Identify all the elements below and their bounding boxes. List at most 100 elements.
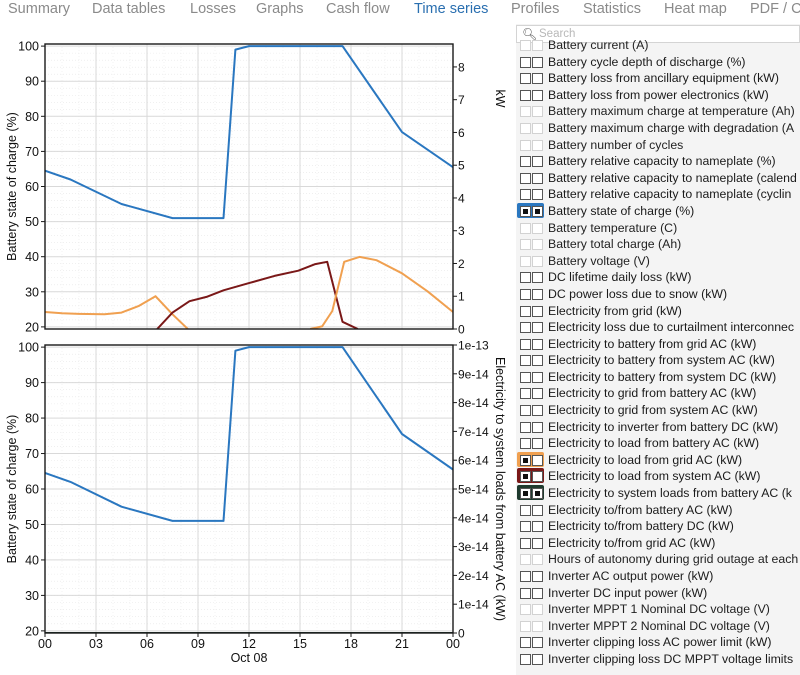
right-axis-checkbox[interactable] xyxy=(532,571,543,582)
left-axis-checkbox[interactable] xyxy=(520,504,531,516)
right-axis-checkbox[interactable] xyxy=(532,438,543,450)
variable-item[interactable]: Battery relative capacity to nameplate (… xyxy=(516,154,800,171)
right-axis-checkbox[interactable] xyxy=(532,172,543,184)
left-axis-checkbox[interactable] xyxy=(520,388,531,400)
left-axis-checkbox[interactable] xyxy=(520,405,531,417)
right-axis-checkbox[interactable] xyxy=(532,139,543,151)
right-axis-checkbox[interactable] xyxy=(532,471,543,483)
left-axis-checkbox[interactable] xyxy=(520,89,531,101)
tab-profiles[interactable]: Profiles xyxy=(511,1,560,17)
search-input[interactable] xyxy=(539,27,789,41)
variable-item[interactable]: Inverter clipping loss AC power limit (k… xyxy=(516,635,800,652)
search-box[interactable]: 🔍︎ xyxy=(516,25,800,43)
right-axis-checkbox[interactable] xyxy=(532,89,543,101)
variable-item[interactable]: Hours of autonomy during grid outage at … xyxy=(516,552,800,569)
variable-item[interactable]: Electricity to/from battery DC (kW) xyxy=(516,519,800,536)
variable-item[interactable]: Battery current (A) xyxy=(516,38,800,55)
right-axis-checkbox[interactable] xyxy=(532,371,543,383)
right-axis-checkbox[interactable] xyxy=(532,322,543,334)
left-axis-checkbox[interactable] xyxy=(520,355,531,367)
right-axis-checkbox[interactable] xyxy=(532,156,543,168)
left-axis-checkbox[interactable] xyxy=(520,521,531,533)
right-axis-checkbox[interactable] xyxy=(532,305,543,317)
tab-pdf-c[interactable]: PDF / C xyxy=(750,1,800,17)
variable-item[interactable]: Electricity to inverter from battery DC … xyxy=(516,420,800,437)
right-axis-checkbox[interactable] xyxy=(532,56,543,68)
left-axis-checkbox[interactable] xyxy=(520,488,531,500)
variable-item[interactable]: Battery number of cycles xyxy=(516,138,800,155)
tab-statistics[interactable]: Statistics xyxy=(583,1,642,17)
tab-cash-flow[interactable]: Cash flow xyxy=(326,1,390,17)
left-axis-checkbox[interactable] xyxy=(520,73,531,85)
right-axis-checkbox[interactable] xyxy=(532,189,543,201)
left-axis-checkbox[interactable] xyxy=(520,56,531,68)
left-axis-checkbox[interactable] xyxy=(520,205,531,217)
left-axis-checkbox[interactable] xyxy=(520,222,531,234)
left-axis-checkbox[interactable] xyxy=(520,537,531,549)
right-axis-checkbox[interactable] xyxy=(532,604,543,616)
left-axis-checkbox[interactable] xyxy=(520,322,531,334)
variable-item[interactable]: Battery total charge (Ah) xyxy=(516,237,800,254)
variable-item[interactable]: Inverter DC input power (kW) xyxy=(516,586,800,603)
variable-item[interactable]: Electricity to load from battery AC (kW) xyxy=(516,436,800,453)
variable-item[interactable]: Inverter clipping loss DC MPPT voltage l… xyxy=(516,652,800,669)
right-axis-checkbox[interactable] xyxy=(532,521,543,533)
right-axis-checkbox[interactable] xyxy=(532,222,543,234)
left-axis-checkbox[interactable] xyxy=(520,421,531,433)
right-axis-checkbox[interactable] xyxy=(532,537,543,549)
left-axis-checkbox[interactable] xyxy=(520,106,531,118)
right-axis-checkbox[interactable] xyxy=(532,504,543,516)
tab-heat-map[interactable]: Heat map xyxy=(664,1,727,17)
left-axis-checkbox[interactable] xyxy=(520,139,531,151)
left-axis-checkbox[interactable] xyxy=(520,156,531,168)
variable-item[interactable]: Electricity to battery from system AC (k… xyxy=(516,353,800,370)
left-axis-checkbox[interactable] xyxy=(520,40,531,51)
variable-item[interactable]: Electricity to load from system AC (kW) xyxy=(516,468,800,486)
left-axis-checkbox[interactable] xyxy=(520,554,531,566)
right-axis-checkbox[interactable] xyxy=(532,355,543,367)
right-axis-checkbox[interactable] xyxy=(532,272,543,284)
left-axis-checkbox[interactable] xyxy=(520,604,531,616)
variable-item[interactable]: Electricity to grid from system AC (kW) xyxy=(516,403,800,420)
left-axis-checkbox[interactable] xyxy=(520,587,531,599)
left-axis-checkbox[interactable] xyxy=(520,571,531,582)
right-axis-checkbox[interactable] xyxy=(532,388,543,400)
left-axis-checkbox[interactable] xyxy=(520,122,531,134)
left-axis-checkbox[interactable] xyxy=(520,438,531,450)
variable-item[interactable]: Electricity to battery from grid AC (kW) xyxy=(516,337,800,354)
variable-item[interactable]: Inverter AC output power (kW) xyxy=(516,569,800,586)
right-axis-checkbox[interactable] xyxy=(532,122,543,134)
left-axis-checkbox[interactable] xyxy=(520,653,531,665)
left-axis-checkbox[interactable] xyxy=(520,189,531,201)
variable-item[interactable]: Electricity to load from grid AC (kW) xyxy=(516,451,800,470)
tab-summary[interactable]: Summary xyxy=(8,1,71,17)
right-axis-checkbox[interactable] xyxy=(532,421,543,433)
variable-item[interactable]: Battery relative capacity to nameplate (… xyxy=(516,171,800,188)
tab-graphs[interactable]: Graphs xyxy=(256,1,304,17)
variable-item[interactable]: Battery loss from power electronics (kW) xyxy=(516,88,800,105)
tab-data-tables[interactable]: Data tables xyxy=(92,1,166,17)
left-axis-checkbox[interactable] xyxy=(520,637,531,649)
left-axis-checkbox[interactable] xyxy=(520,288,531,300)
right-axis-checkbox[interactable] xyxy=(532,637,543,649)
right-axis-checkbox[interactable] xyxy=(532,620,543,632)
left-axis-checkbox[interactable] xyxy=(520,305,531,317)
variable-item[interactable]: Electricity to/from battery AC (kW) xyxy=(516,503,800,520)
right-axis-checkbox[interactable] xyxy=(532,288,543,300)
tab-time-series[interactable]: Time series xyxy=(414,1,489,17)
right-axis-checkbox[interactable] xyxy=(532,239,543,251)
right-axis-checkbox[interactable] xyxy=(532,73,543,85)
right-axis-checkbox[interactable] xyxy=(532,205,543,217)
right-axis-checkbox[interactable] xyxy=(532,106,543,118)
variable-item[interactable]: Electricity to grid from battery AC (kW) xyxy=(516,386,800,403)
right-axis-checkbox[interactable] xyxy=(532,488,543,500)
variable-item[interactable]: Battery loss from ancillary equipment (k… xyxy=(516,71,800,88)
right-axis-checkbox[interactable] xyxy=(532,40,543,51)
right-axis-checkbox[interactable] xyxy=(532,587,543,599)
variable-item[interactable]: Battery temperature (C) xyxy=(516,221,800,238)
variable-item[interactable]: Electricity to/from grid AC (kW) xyxy=(516,536,800,553)
right-axis-checkbox[interactable] xyxy=(532,255,543,267)
variable-item[interactable]: DC lifetime daily loss (kW) xyxy=(516,270,800,287)
left-axis-checkbox[interactable] xyxy=(520,371,531,383)
right-axis-checkbox[interactable] xyxy=(532,338,543,350)
